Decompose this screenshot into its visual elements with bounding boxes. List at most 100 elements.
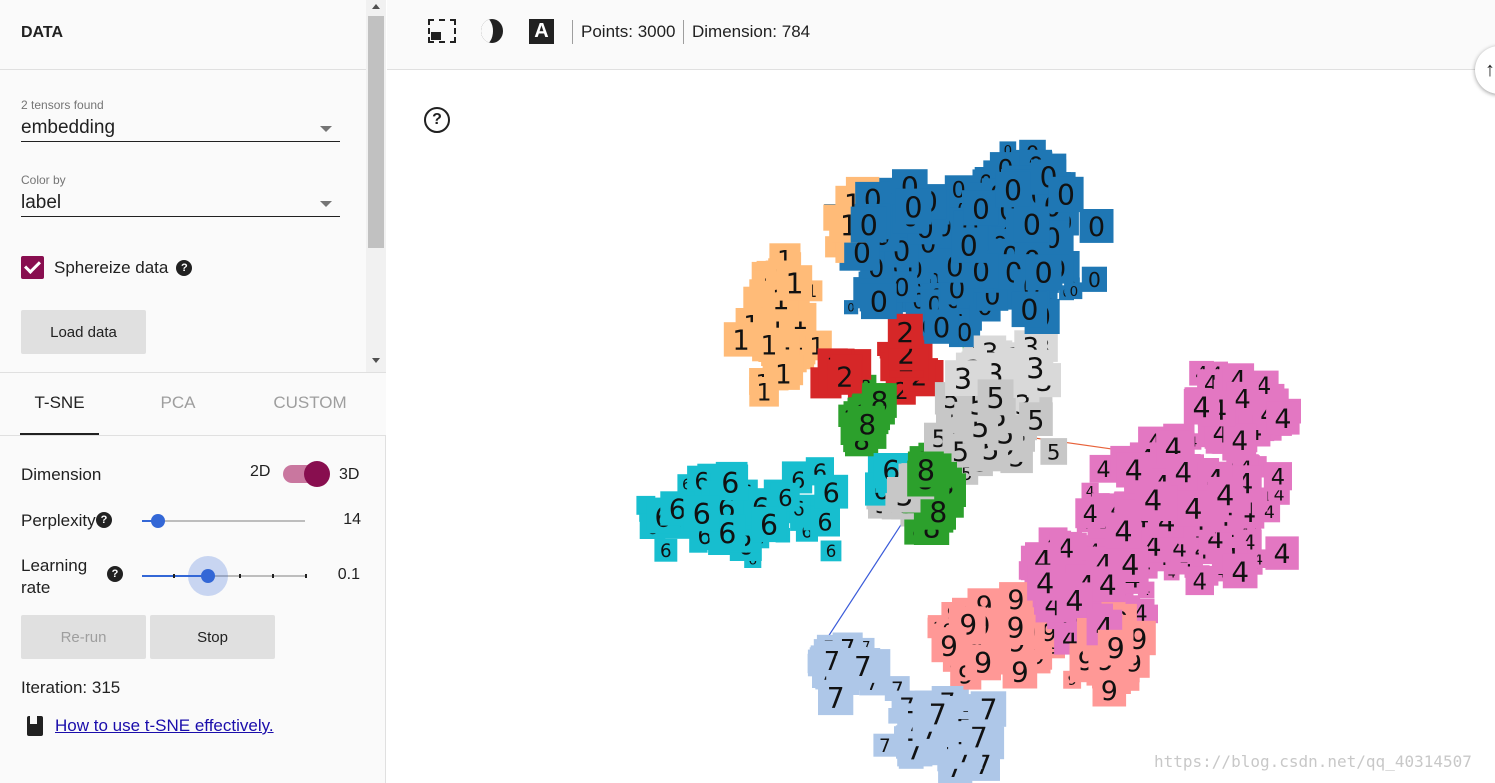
digit-sprite[interactable]: 4 [1266,401,1300,435]
perplexity-slider[interactable] [142,514,305,528]
digit-sprite[interactable]: 4 [1265,536,1299,570]
toolbar-divider [572,20,573,44]
digit-sprite[interactable]: 4 [1185,566,1215,596]
digit-sprite[interactable]: 0 [1079,209,1114,243]
digit-sprite[interactable]: 0 [924,309,959,344]
digit-sprite[interactable]: 1 [723,322,759,357]
dimension-toggle[interactable] [283,461,330,487]
slider-tick [239,574,241,578]
night-mode-icon[interactable] [481,19,503,43]
dimension-option-2d[interactable]: 2D [250,463,271,480]
learning-rate-label: Learning rate [21,555,87,599]
digit-sprite-glyph: 5 [1047,441,1061,466]
digit-sprite[interactable]: 9 [1002,653,1038,689]
help-icon[interactable]: ? [176,259,193,276]
digit-sprite[interactable]: 6 [820,540,842,562]
digit-sprite-glyph: 4 [1192,569,1207,595]
digit-sprite[interactable]: 5 [1040,438,1068,466]
digit-sprite-glyph: 7 [879,736,891,757]
digit-sprite-glyph: 4 [1083,500,1098,528]
digit-sprite[interactable]: 1 [767,357,800,390]
digit-sprite[interactable]: 4 [1222,553,1258,589]
digit-sprite-glyph: 1 [775,360,792,390]
digit-sprite-glyph: 9 [1011,656,1029,689]
learning-rate-label-line1: Learning [21,556,88,575]
scrollbar-thumb[interactable] [368,16,384,248]
dimension-label: Dimension [21,465,102,484]
digit-sprite-glyph: 8 [858,408,876,441]
sphereize-row: Sphereize data ? [21,256,193,279]
digit-sprite-glyph: 9 [940,629,958,662]
howto-tsne-link[interactable]: How to use t-SNE effectively. [55,716,274,735]
digit-sprite[interactable]: 4 [1075,498,1106,528]
tensors-found-label: 2 tensors found [21,98,104,112]
digit-sprite[interactable]: 4 [1263,462,1292,491]
digit-sprite[interactable]: 0 [1081,266,1107,292]
digit-sprite-glyph: 0 [1088,268,1101,292]
learning-rate-slider-knob[interactable] [201,569,215,583]
book-icon [27,716,43,736]
digit-sprite[interactable]: 6 [810,506,840,537]
iteration-counter: Iteration: 315 [21,678,121,697]
learning-rate-slider-fill [142,575,208,577]
digit-sprite-glyph: 4 [1086,485,1095,501]
tensor-field[interactable]: 2 tensors found embedding [21,98,340,142]
box-select-icon[interactable] [428,19,456,43]
load-data-button[interactable]: Load data [21,310,146,354]
help-icon[interactable]: ? [107,566,123,582]
digit-sprite[interactable]: 7 [845,648,881,683]
perplexity-value: 14 [343,511,361,528]
digit-sprite[interactable]: 2 [827,359,862,394]
sphereize-checkbox[interactable] [21,256,44,279]
digit-sprite-glyph: 4 [1096,457,1110,483]
slider-tick [173,574,175,578]
digit-sprite[interactable]: 9 [931,627,967,662]
scrollbar[interactable] [366,0,386,372]
digit-sprite-glyph: 4 [1231,427,1248,457]
digit-sprite[interactable]: 9 [1092,672,1127,707]
tensor-select[interactable]: embedding [21,118,340,142]
rerun-button[interactable]: Re-run [21,615,146,659]
tensor-select-value: embedding [21,117,116,138]
tab-pca[interactable]: PCA [160,393,196,412]
digit-sprites[interactable]: 4290254206546000900963124509064679200016… [636,139,1301,783]
dimension-option-3d[interactable]: 3D [339,466,360,483]
perplexity-slider-fill [142,520,158,522]
help-icon[interactable]: ? [96,512,112,528]
toolbar-divider [683,20,684,44]
points-count: Points: 3000 [581,22,676,41]
digit-sprite-glyph: 0 [847,301,854,314]
perplexity-slider-knob[interactable] [151,514,165,528]
dimension-count: Dimension: 784 [692,22,811,41]
digit-sprite-glyph: 2 [836,363,853,394]
chevron-down-icon [320,126,332,132]
digit-sprite[interactable]: 8 [849,405,885,441]
bookmark-panel-toggle-button[interactable]: ↑ [1475,46,1495,94]
digit-sprite-glyph: 6 [817,509,832,537]
learning-rate-slider[interactable] [142,556,307,596]
toggle-knob[interactable] [304,461,330,487]
help-circle-icon[interactable]: ? [424,107,450,133]
digit-sprite-glyph: 0 [957,318,973,347]
digit-sprite[interactable]: 0 [1065,282,1083,300]
stop-button[interactable]: Stop [150,615,275,659]
tab-custom[interactable]: CUSTOM [273,393,347,412]
scroll-down-arrow-icon[interactable] [372,358,380,363]
digit-sprite[interactable]: 5 [1019,402,1053,436]
color-by-field[interactable]: Color by label [21,173,340,217]
digit-sprite-glyph: 4 [1271,465,1285,491]
digit-sprite[interactable]: 4 [1223,423,1257,457]
digit-sprite[interactable]: 0 [963,190,999,226]
embedding-scatter-plot[interactable]: 4290254206546000900963124509064679200016… [387,71,1495,783]
digit-sprite[interactable]: 6 [654,538,678,562]
digit-sprite-glyph: 7 [854,650,872,683]
digit-sprite[interactable]: 6 [814,474,849,509]
scroll-up-arrow-icon[interactable] [372,4,380,9]
tab-tsne[interactable]: T-SNE [20,373,99,435]
digit-sprite-glyph: 4 [1274,404,1291,435]
chevron-down-icon [320,201,332,207]
digit-sprite[interactable]: 9 [997,609,1034,645]
color-by-select[interactable]: label [21,193,340,217]
digit-sprite[interactable]: 7 [873,733,897,757]
label-toggle-icon[interactable]: A [529,19,554,44]
